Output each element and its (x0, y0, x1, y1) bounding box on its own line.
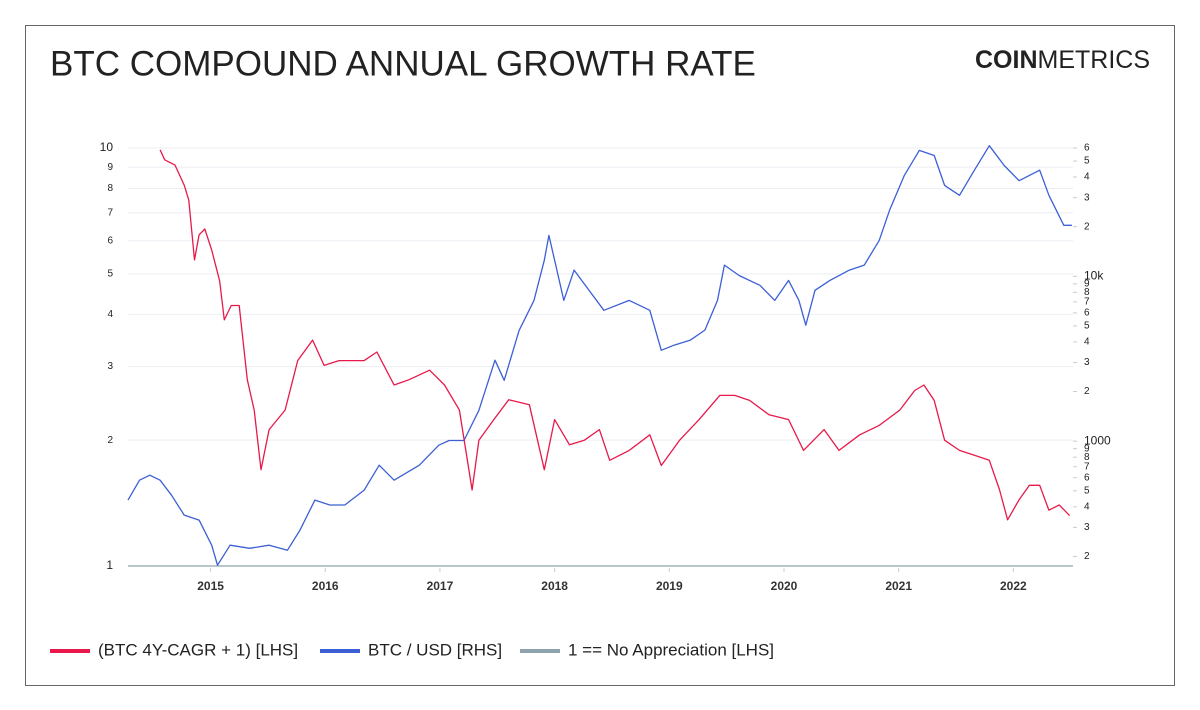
y-tick-label: 1 (106, 558, 113, 572)
y2-tick-label: 7 (1084, 461, 1090, 472)
y2-tick-label: 9 (1084, 443, 1090, 454)
x-tick-label: 2019 (656, 579, 683, 593)
y-tick-label: 4 (107, 309, 113, 320)
frame (25, 25, 1175, 686)
logo-bold: COIN (975, 46, 1038, 74)
y2-tick-label: 4 (1084, 501, 1090, 512)
x-tick-label: 2020 (771, 579, 798, 593)
x-tick-label: 2016 (312, 579, 339, 593)
x-tick-label: 2022 (1000, 579, 1027, 593)
x-tick-label: 2021 (885, 579, 912, 593)
chart-title: BTC COMPOUND ANNUAL GROWTH RATE (50, 44, 756, 83)
y-tick-label: 5 (107, 268, 113, 279)
y-tick-label: 3 (107, 361, 113, 372)
logo: COINMETRICS (975, 46, 1150, 74)
y-tick-label: 10 (100, 140, 114, 154)
y2-tick-label: 1000 (1084, 433, 1111, 447)
y2-tick-label: 7 (1084, 296, 1090, 307)
y2-tick-label: 5 (1084, 485, 1090, 496)
x-tick-label: 2015 (197, 579, 224, 593)
y2-tick-label: 9 (1084, 278, 1090, 289)
y-tick-label: 8 (107, 183, 113, 194)
legend-label: 1 == No Appreciation [LHS] (568, 640, 774, 659)
y2-tick-label: 3 (1084, 192, 1090, 203)
y2-tick-label: 5 (1084, 321, 1090, 332)
y2-tick-label: 3 (1084, 522, 1090, 533)
y-tick-label: 9 (107, 162, 113, 173)
y2-tick-label: 8 (1084, 452, 1090, 463)
y2-tick-label: 6 (1084, 143, 1090, 154)
x-tick-label: 2017 (427, 579, 454, 593)
y2-tick-label: 4 (1084, 172, 1090, 183)
legend-label: BTC / USD [RHS] (368, 640, 502, 659)
series-line (127, 145, 1072, 566)
y2-tick-label: 6 (1084, 308, 1090, 319)
y2-tick-label: 2 (1084, 551, 1090, 562)
y-tick-label: 7 (107, 207, 113, 218)
series-line (159, 149, 1071, 521)
y2-tick-label: 2 (1084, 221, 1090, 232)
y2-tick-label: 8 (1084, 287, 1090, 298)
y2-tick-label: 10k (1084, 268, 1104, 282)
y2-tick-label: 2 (1084, 386, 1090, 397)
y-tick-label: 6 (107, 235, 113, 246)
legend-label: (BTC 4Y-CAGR + 1) [LHS] (98, 640, 298, 659)
y2-tick-label: 5 (1084, 156, 1090, 167)
y2-tick-label: 4 (1084, 337, 1090, 348)
x-tick-label: 2018 (541, 579, 568, 593)
y2-tick-label: 3 (1084, 357, 1090, 368)
y2-tick-label: 6 (1084, 472, 1090, 483)
y-tick-label: 2 (107, 435, 113, 446)
logo-light: METRICS (1038, 46, 1151, 74)
